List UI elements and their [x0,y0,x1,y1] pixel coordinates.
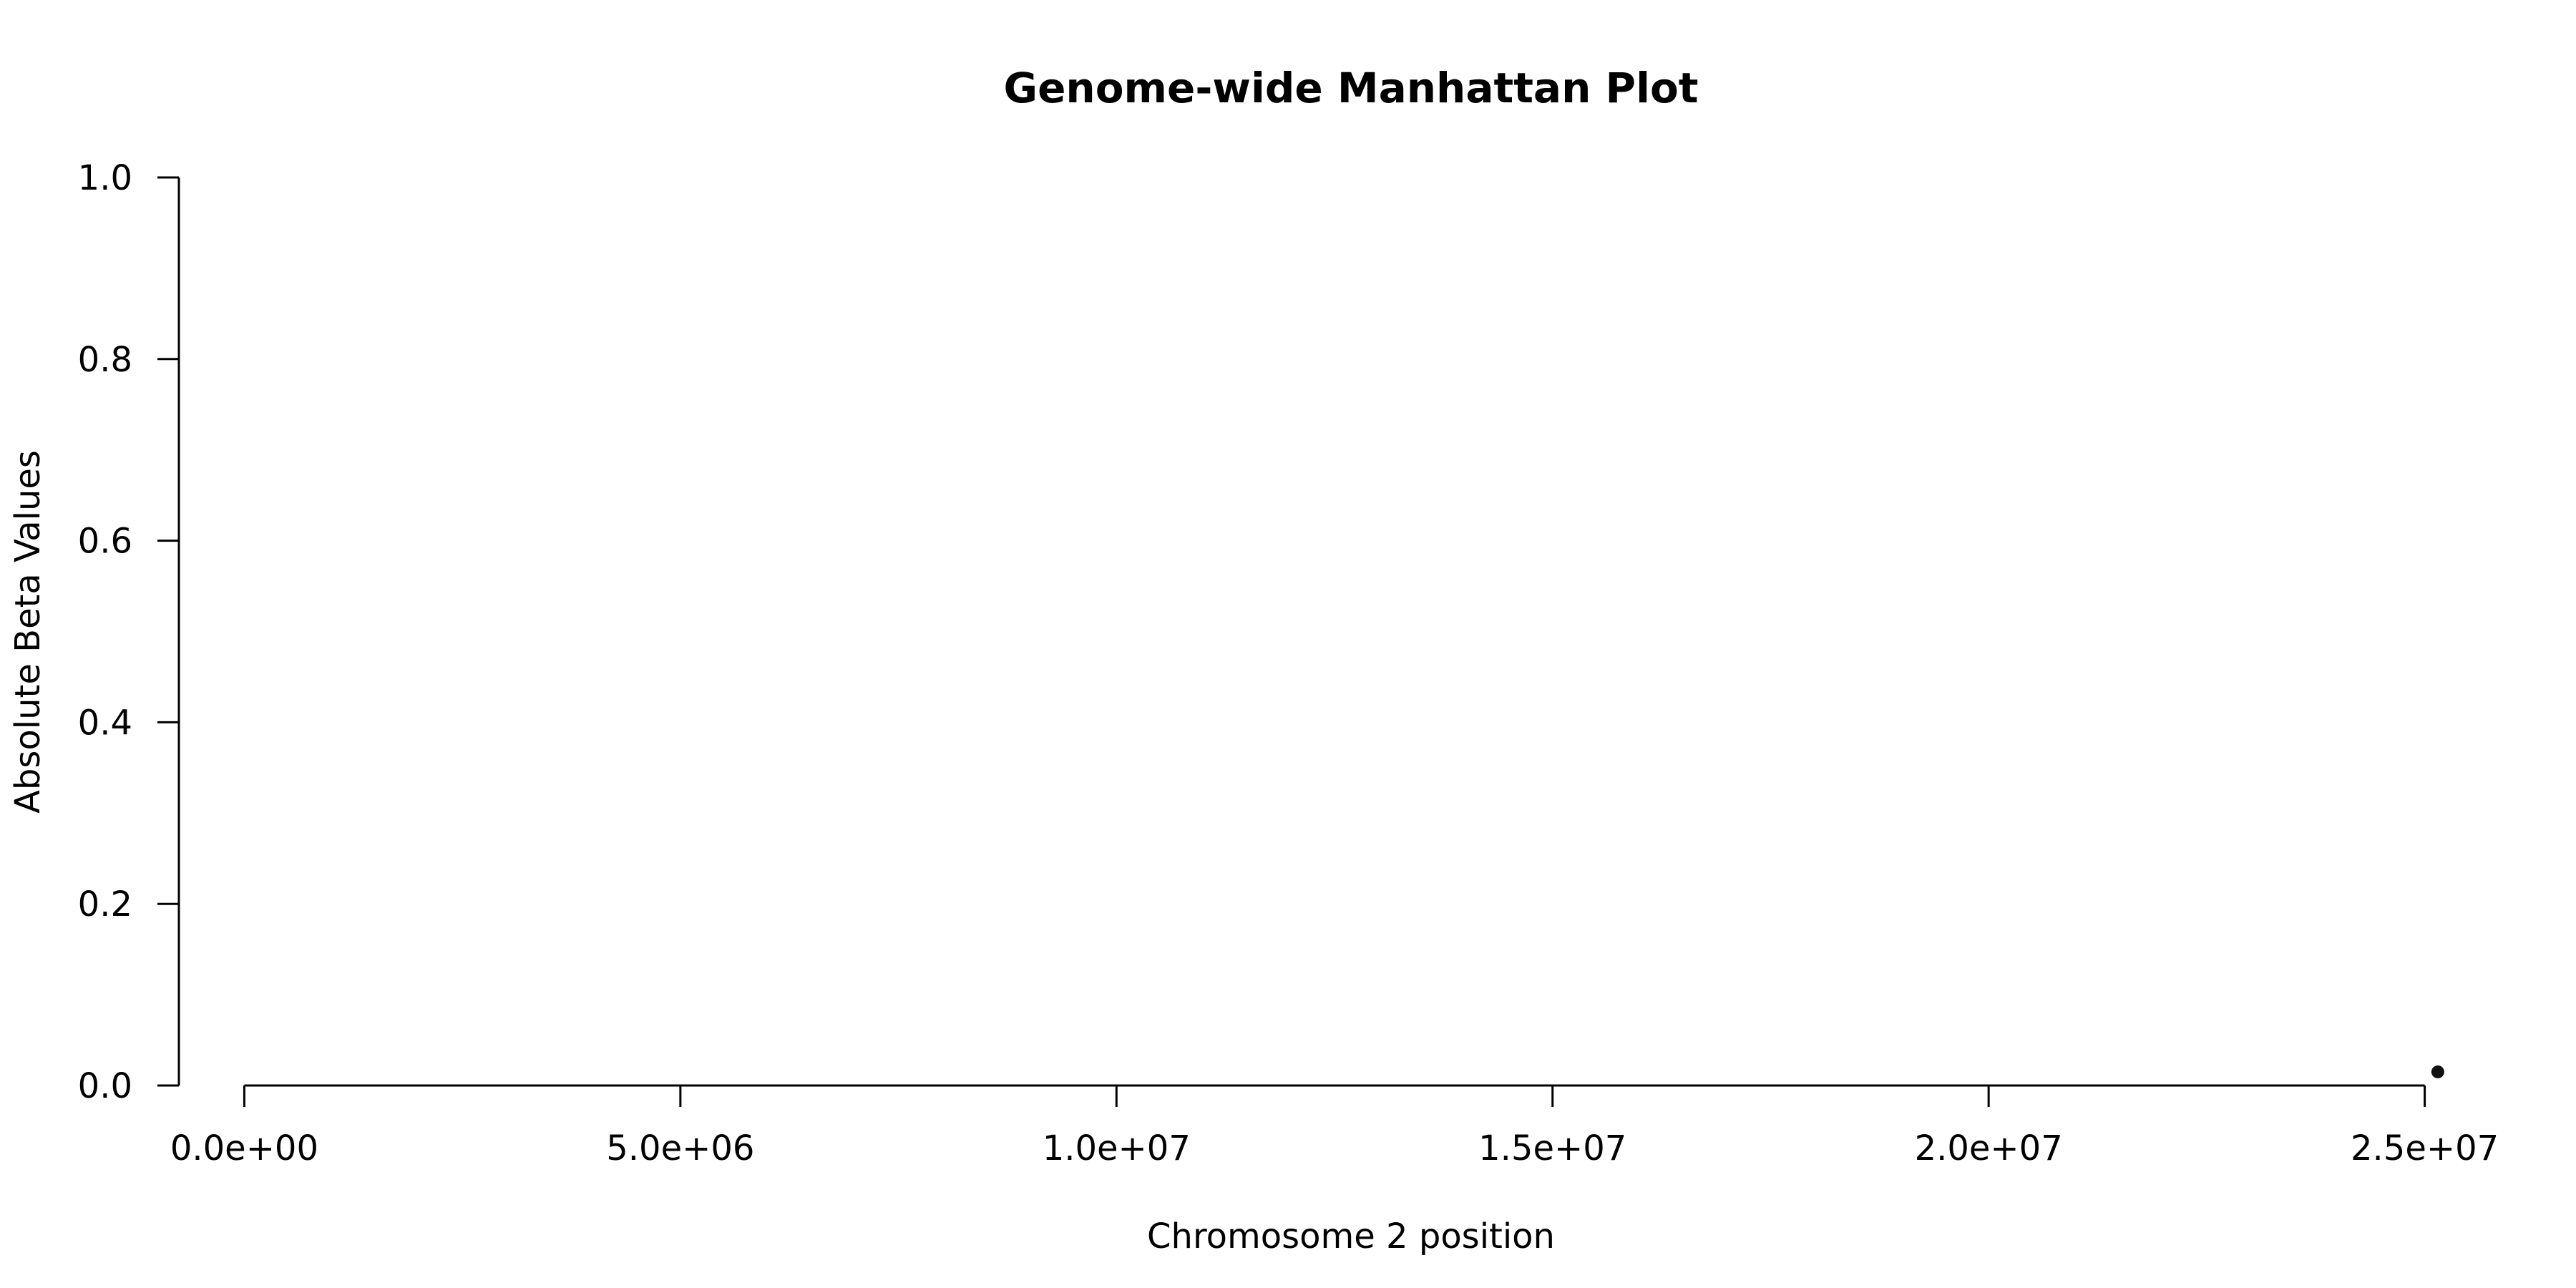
y-tick-label: 0.8 [78,340,132,380]
y-axis: 0.0 0.2 0.4 0.6 0.8 1.0 [78,158,180,1106]
x-tick-label: 5.0e+06 [606,1128,754,1169]
y-tick-label: 0.4 [78,703,132,743]
y-tick-label: 0.6 [78,522,132,562]
chart-title: Genome-wide Manhattan Plot [1003,64,1698,112]
x-tick-label: 1.5e+07 [1478,1128,1626,1169]
x-tick-label: 0.0e+00 [170,1128,318,1169]
x-tick-label: 1.0e+07 [1043,1128,1191,1169]
x-axis-label: Chromosome 2 position [1147,1216,1555,1257]
x-axis: 0.0e+00 5.0e+06 1.0e+07 1.5e+07 2.0e+07 2.5e+… [170,1084,2499,1169]
y-tick-label: 0.0 [78,1066,132,1106]
x-tick-label: 2.5e+07 [2351,1128,2499,1169]
x-tick-label: 2.0e+07 [1915,1128,2063,1169]
y-tick-label: 0.2 [78,884,132,924]
y-tick-label: 1.0 [78,158,132,198]
y-axis-label: Absolute Beta Values [8,450,48,814]
data-points [2431,1065,2444,1078]
data-point [2431,1065,2444,1078]
